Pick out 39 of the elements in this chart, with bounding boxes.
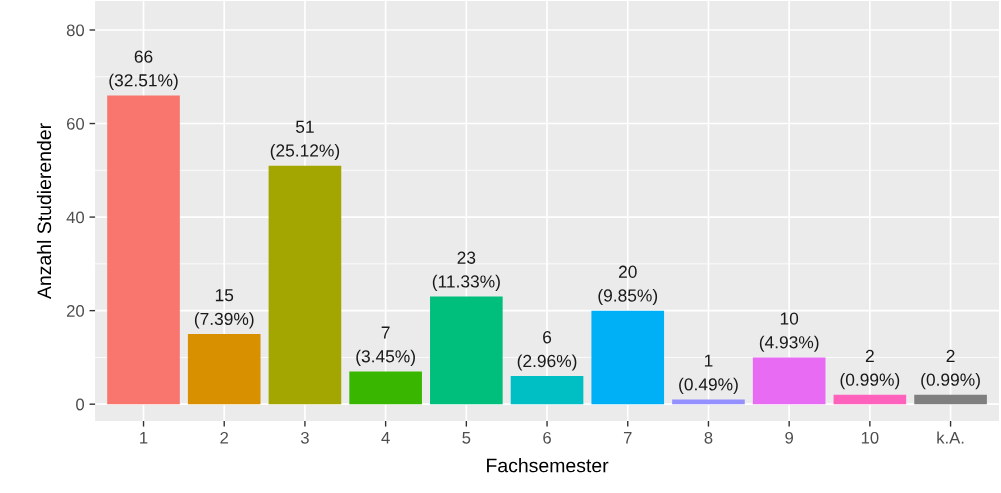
data-label: 7 (3.45%) (356, 326, 415, 366)
x-tick-label: 5 (462, 432, 471, 444)
x-tick-label: k.A. (937, 431, 964, 444)
data-label: 6 (2.96%) (517, 331, 577, 371)
bar (349, 371, 422, 405)
bar (833, 394, 907, 405)
y-tick-label: 60 (66, 117, 85, 130)
x-tick-label: 10 (861, 431, 879, 444)
x-tick-label: 9 (785, 431, 794, 444)
x-tick-label: 6 (543, 431, 551, 444)
bar (510, 376, 584, 405)
y-tick-label: 80 (66, 24, 85, 37)
y-tick-label: 0 (76, 398, 85, 411)
x-tick-label: 4 (381, 432, 390, 444)
data-label: 20 (9.85%) (598, 265, 658, 306)
data-label: 51 (25.12%) (270, 120, 340, 161)
data-label: 2 (0.99%) (921, 349, 980, 390)
data-label: 10 (4.93%) (759, 312, 819, 352)
bar (752, 357, 826, 405)
x-axis-title: Fachsemester (487, 458, 609, 473)
data-label: 2 (0.99%) (840, 349, 900, 390)
x-tick-label: 1 (140, 432, 148, 444)
bar (591, 310, 665, 405)
data-label: 15 (7.39%) (194, 289, 254, 329)
bar (107, 95, 180, 405)
bar (187, 334, 261, 405)
bar (914, 394, 987, 405)
bar (430, 296, 503, 405)
data-label: 1 (0.49%) (679, 354, 738, 394)
y-tick-label: 20 (66, 305, 85, 317)
x-tick-label: 2 (220, 431, 229, 444)
bar (268, 165, 342, 405)
y-axis-title: Anzahl Studierender (36, 123, 52, 300)
x-tick-label: 8 (704, 431, 713, 444)
data-label: 66 (32.51%) (109, 50, 178, 90)
x-tick-label: 3 (300, 431, 309, 444)
x-tick-label: 7 (623, 432, 632, 444)
y-tick-label: 40 (66, 211, 85, 224)
data-label: 23 (11.33%) (432, 251, 500, 292)
